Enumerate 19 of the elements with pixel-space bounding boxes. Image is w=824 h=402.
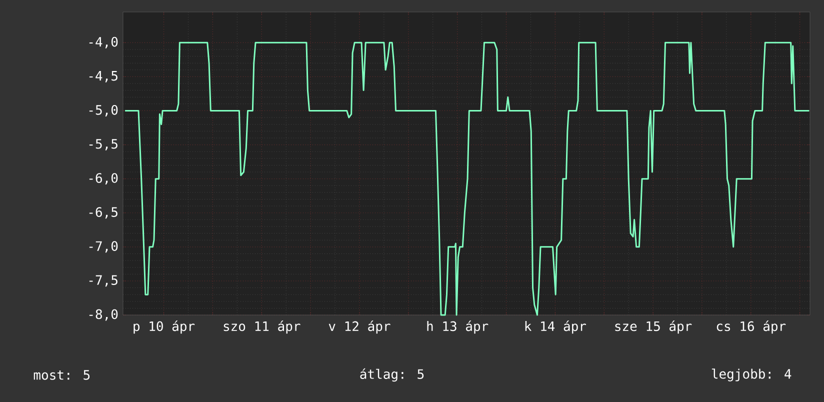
- text: most: 5: [34, 370, 90, 380]
- x-tick-label: k 14 ápr: [525, 320, 586, 334]
- x-tick-label: h 13 ápr: [427, 320, 488, 334]
- text: átlag: 5: [360, 368, 424, 382]
- x-tick-label: szo 11 ápr: [224, 320, 300, 334]
- y-tick-label: -5,0: [89, 105, 118, 116]
- y-tick-label: -7,5: [89, 275, 118, 287]
- y-tick-label: -6,5: [89, 207, 118, 219]
- x-tick-label: sze 15 ápr: [615, 320, 692, 334]
- text: legjobb: 4: [712, 368, 792, 382]
- x-tick-label: cs 16 ápr: [716, 320, 786, 334]
- x-tick-label: v 12 ápr: [328, 320, 390, 334]
- y-tick-label: -4,0: [89, 36, 118, 48]
- y-tick-label: -4,5: [89, 71, 118, 82]
- y-tick-label: -8,0: [89, 309, 118, 321]
- x-tick-label: p 10 ápr: [134, 320, 195, 334]
- y-tick-label: -6,0: [89, 173, 118, 185]
- y-tick-label: -7,0: [89, 241, 118, 253]
- y-tick-label: -5,5: [89, 139, 118, 150]
